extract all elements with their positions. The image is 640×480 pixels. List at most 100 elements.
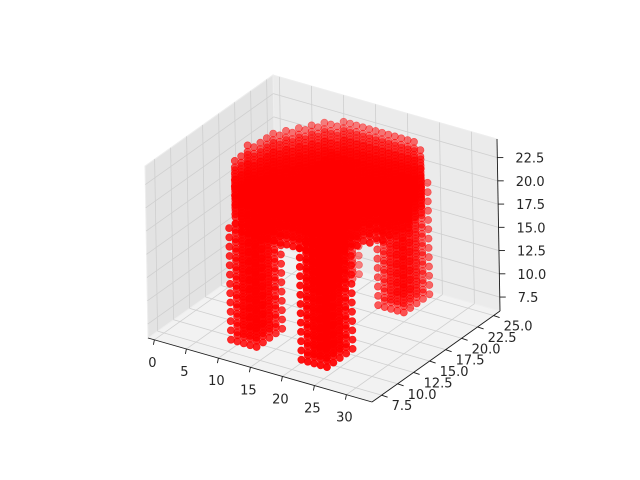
data-point xyxy=(232,300,241,309)
data-point xyxy=(238,274,247,283)
data-point xyxy=(411,234,420,243)
grid-line-x xyxy=(439,122,443,295)
data-point xyxy=(243,201,252,210)
data-point xyxy=(257,264,266,272)
grid-line-z xyxy=(145,93,274,185)
data-point xyxy=(321,251,329,260)
data-point xyxy=(340,244,349,253)
data-point xyxy=(239,320,248,329)
y-tick-mark xyxy=(381,394,388,398)
data-point xyxy=(232,272,241,281)
data-point xyxy=(252,333,261,342)
data-point xyxy=(302,255,310,264)
data-point xyxy=(321,260,330,269)
data-point xyxy=(333,214,342,223)
data-point xyxy=(406,304,415,312)
data-point xyxy=(295,244,304,253)
data-point xyxy=(340,225,348,234)
data-point xyxy=(263,225,272,234)
data-point xyxy=(334,279,343,288)
x-tick-mark xyxy=(216,358,219,364)
data-point xyxy=(310,359,319,368)
data-point xyxy=(243,192,252,201)
data-point xyxy=(410,213,419,222)
data-point xyxy=(365,201,374,210)
data-point xyxy=(288,214,297,223)
data-point xyxy=(302,274,311,282)
data-point xyxy=(392,241,401,250)
data-point xyxy=(296,272,304,281)
data-point xyxy=(340,235,348,243)
data-point xyxy=(416,181,425,189)
data-point xyxy=(257,254,266,263)
grid-line-z xyxy=(145,116,274,209)
data-point xyxy=(239,292,247,301)
data-point xyxy=(398,234,407,243)
data-point xyxy=(341,303,350,311)
data-point xyxy=(333,223,342,232)
data-point xyxy=(271,301,280,310)
data-point xyxy=(373,254,382,263)
data-point xyxy=(269,218,278,227)
data-point xyxy=(250,240,259,249)
data-point xyxy=(264,268,273,277)
data-point xyxy=(276,220,284,229)
data-point xyxy=(264,259,272,268)
data-point xyxy=(378,217,387,226)
data-point xyxy=(277,278,286,287)
data-point xyxy=(411,243,420,252)
data-point xyxy=(385,231,393,240)
data-point xyxy=(257,233,265,242)
data-point xyxy=(237,199,246,208)
data-point xyxy=(346,239,355,248)
data-point xyxy=(308,247,317,256)
data-point xyxy=(347,279,356,288)
data-point xyxy=(303,320,312,329)
data-point xyxy=(346,230,355,239)
data-point xyxy=(245,313,254,322)
data-point xyxy=(237,209,246,218)
data-point xyxy=(277,306,286,315)
data-point xyxy=(225,270,234,279)
data-point xyxy=(315,268,323,277)
data-point xyxy=(277,269,286,277)
data-point xyxy=(397,213,406,222)
data-point xyxy=(282,212,291,221)
x-tick-label: 30 xyxy=(336,411,353,426)
data-point xyxy=(391,227,400,235)
data-point xyxy=(393,288,401,296)
data-point xyxy=(393,306,402,315)
data-point xyxy=(308,275,317,284)
data-point xyxy=(346,202,354,211)
data-point xyxy=(391,217,400,226)
x-tick-mark xyxy=(248,367,251,373)
data-point xyxy=(225,242,234,251)
data-point xyxy=(358,199,367,208)
data-point xyxy=(341,293,350,302)
data-point xyxy=(320,217,329,226)
data-point xyxy=(354,260,363,269)
data-point xyxy=(328,274,336,283)
data-point xyxy=(244,229,253,238)
data-point xyxy=(380,293,389,302)
data-point xyxy=(246,341,255,350)
data-point xyxy=(231,244,240,253)
data-point xyxy=(392,250,401,259)
data-point xyxy=(303,348,312,357)
data-point xyxy=(271,292,280,301)
data-point xyxy=(374,301,383,310)
data-point xyxy=(405,257,414,266)
data-point xyxy=(359,218,368,227)
data-point xyxy=(412,299,421,308)
data-point xyxy=(405,266,414,275)
axis-lines xyxy=(147,138,506,403)
data-point xyxy=(379,256,388,265)
data-point xyxy=(295,262,304,271)
data-point xyxy=(393,278,401,287)
data-point xyxy=(340,256,349,265)
data-point xyxy=(393,297,402,306)
data-point xyxy=(297,337,305,346)
data-point xyxy=(372,234,381,243)
data-point xyxy=(282,203,290,212)
data-point xyxy=(303,311,311,320)
